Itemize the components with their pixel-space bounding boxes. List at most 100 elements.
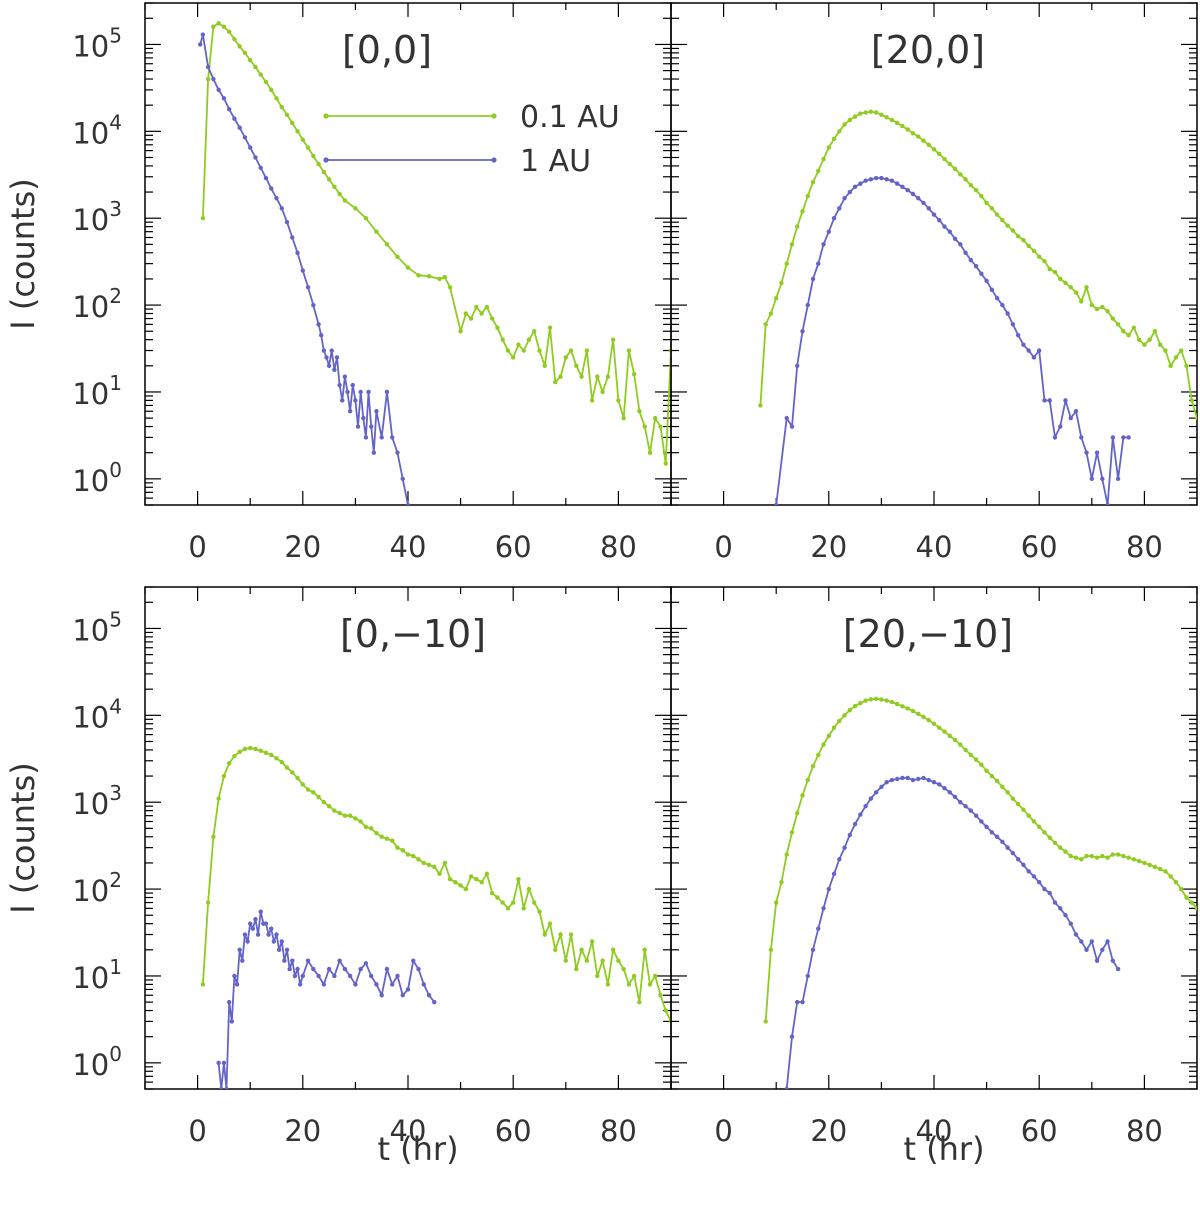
data-point [842,713,847,718]
data-point [374,409,379,414]
data-point [426,274,432,279]
data-point [1010,850,1016,856]
data-point [952,236,958,241]
data-point [258,748,263,754]
x-tick-label: 60 [495,1114,532,1148]
panel-title: [0,0] [342,28,432,72]
data-point [921,775,926,781]
data-point [300,268,305,273]
data-point [1168,874,1173,879]
data-point [342,813,348,818]
data-point [274,756,279,761]
data-point [269,186,274,191]
data-point [290,770,295,775]
data-point [290,120,295,126]
data-point [626,982,632,987]
data-point [447,285,453,290]
data-point [916,195,921,201]
data-point [532,329,537,334]
data-point [453,880,458,885]
data-point [1094,855,1100,860]
data-point [789,830,795,835]
data-point [229,1019,234,1024]
data-point [205,900,211,905]
data-point [248,921,253,926]
data-point [316,322,321,327]
data-point [831,871,837,876]
data-point [605,374,611,379]
data-point [421,982,426,987]
data-point [1037,348,1042,353]
data-point [1052,269,1058,275]
data-point [989,206,995,211]
data-point [447,876,453,882]
data-point [1037,824,1042,830]
data-point [900,123,905,129]
data-point [353,398,358,403]
data-point [1000,302,1005,308]
y-tick-label: 101 [72,371,122,411]
data-point [224,1086,229,1089]
x-tick-label: 40 [916,530,953,564]
data-point [968,257,974,263]
data-point [1042,886,1047,892]
data-point [589,939,595,944]
data-point [905,706,910,711]
data-point [653,415,658,421]
data-point [405,265,411,270]
data-point [921,138,926,143]
data-point [647,450,653,455]
data-point [605,982,611,987]
data-point [358,966,363,972]
data-point [616,958,621,963]
data-point [958,242,963,247]
data-point [1094,306,1100,312]
data-point [879,175,884,181]
data-point [942,729,947,734]
data-point [253,155,258,160]
data-point [342,198,348,203]
data-point [784,852,789,857]
data-point [1031,819,1037,824]
data-point [1042,830,1047,835]
data-point [1084,450,1089,455]
data-point [326,177,332,182]
data-point [831,136,837,142]
data-point [768,947,774,953]
data-point [295,775,300,781]
data-point [361,415,366,421]
data-point [416,273,421,278]
data-point [721,424,725,428]
x-axis-label: t (hr) [377,1130,458,1168]
data-point [1115,852,1121,857]
data-point [690,1019,694,1023]
data-point [910,191,916,197]
data-point [558,374,563,379]
data-point [947,161,952,167]
legend-marker [491,157,497,163]
data-point [489,316,495,321]
data-point [484,304,490,310]
data-point [511,900,516,905]
data-point [226,106,232,112]
data-point [1131,325,1137,330]
panel-1: 0 20 40 60 80 [20,0] [670,2,1198,564]
data-point [274,96,279,101]
data-point [282,958,287,963]
x-tick-label: 40 [916,1114,953,1148]
data-point [274,195,279,201]
data-point [852,184,858,189]
data-point [405,987,411,992]
data-point [868,697,874,702]
data-point [558,932,563,937]
data-point [505,906,511,911]
data-point [316,794,321,800]
panel-title: [0,−10] [340,612,486,656]
data-point [894,776,900,782]
data-point [810,763,816,769]
data-point [390,838,395,843]
data-point [250,926,256,931]
data-point [973,813,979,818]
data-point [353,982,358,987]
data-point [894,181,900,186]
